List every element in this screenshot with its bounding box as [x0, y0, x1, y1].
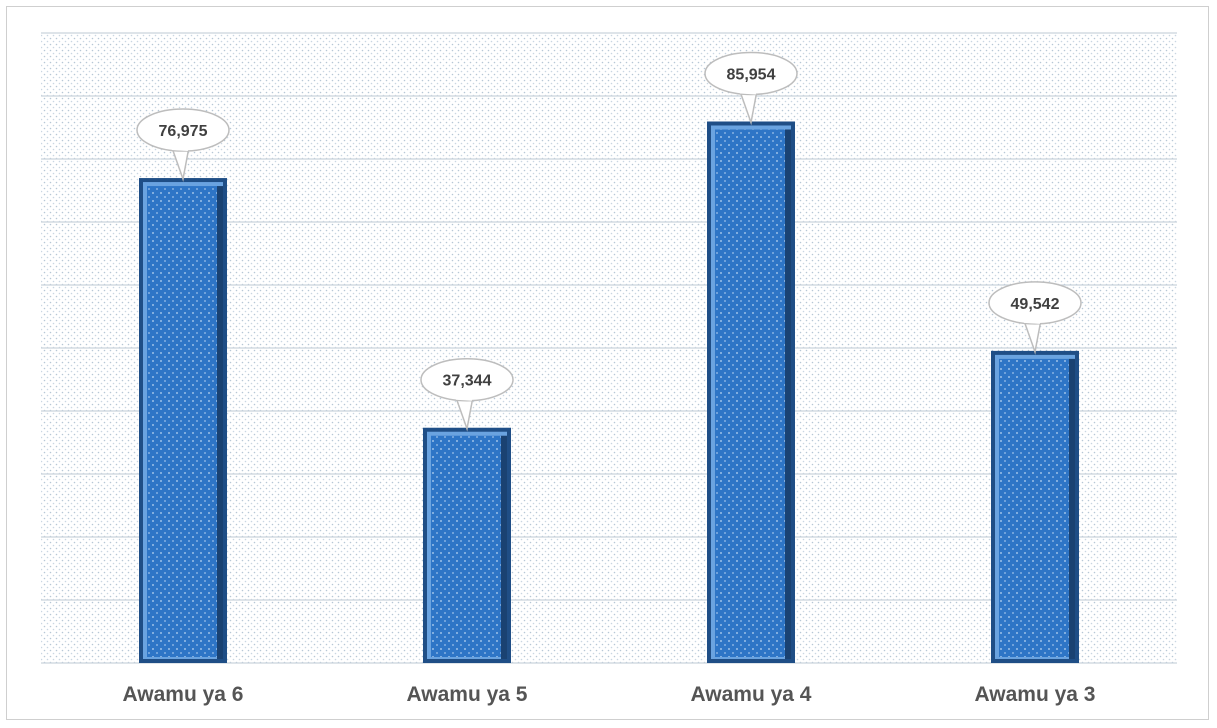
bar-shadow	[785, 129, 791, 659]
data-label-callout: 76,975	[136, 108, 230, 182]
bar	[423, 427, 511, 663]
callout-join	[739, 89, 757, 95]
bars	[139, 121, 1079, 663]
bar-face	[715, 129, 785, 657]
bar	[991, 350, 1079, 663]
callout-join	[171, 146, 189, 152]
data-labels: 76,975 37,344 85,954 49,542	[136, 51, 1082, 432]
gridlines	[41, 32, 1177, 664]
data-label: 37,344	[443, 373, 492, 390]
category-label: Awamu ya 5	[406, 683, 527, 706]
chart-frame: 76,975 37,344 85,954 49,542 Awamu ya 6 Awamu…	[6, 6, 1209, 720]
bar	[707, 121, 795, 663]
callout-join	[1023, 318, 1041, 324]
data-label-callout: 49,542	[988, 281, 1082, 355]
category-label: Awamu ya 6	[122, 683, 243, 706]
category-label: Awamu ya 3	[974, 683, 1095, 706]
data-label: 85,954	[727, 66, 776, 83]
bar-face	[999, 358, 1069, 657]
bar-shadow	[501, 435, 507, 659]
data-label: 76,975	[159, 123, 208, 140]
callout-bubble	[704, 51, 798, 96]
bar-shadow	[217, 186, 223, 659]
bar-face	[431, 435, 501, 657]
data-label: 49,542	[1011, 296, 1060, 313]
callout-bubble	[988, 281, 1082, 325]
callout-join	[455, 395, 473, 401]
bar-face	[147, 186, 217, 657]
bar-shadow	[1069, 358, 1075, 659]
callout-bubble	[420, 357, 514, 402]
data-label-callout: 85,954	[704, 51, 798, 126]
callout-bubble	[136, 108, 230, 152]
bar	[139, 178, 227, 663]
category-labels: Awamu ya 6 Awamu ya 5 Awamu ya 4 Awamu ya 3	[122, 683, 1095, 706]
data-label-callout: 37,344	[420, 357, 514, 432]
category-label: Awamu ya 4	[690, 683, 811, 706]
